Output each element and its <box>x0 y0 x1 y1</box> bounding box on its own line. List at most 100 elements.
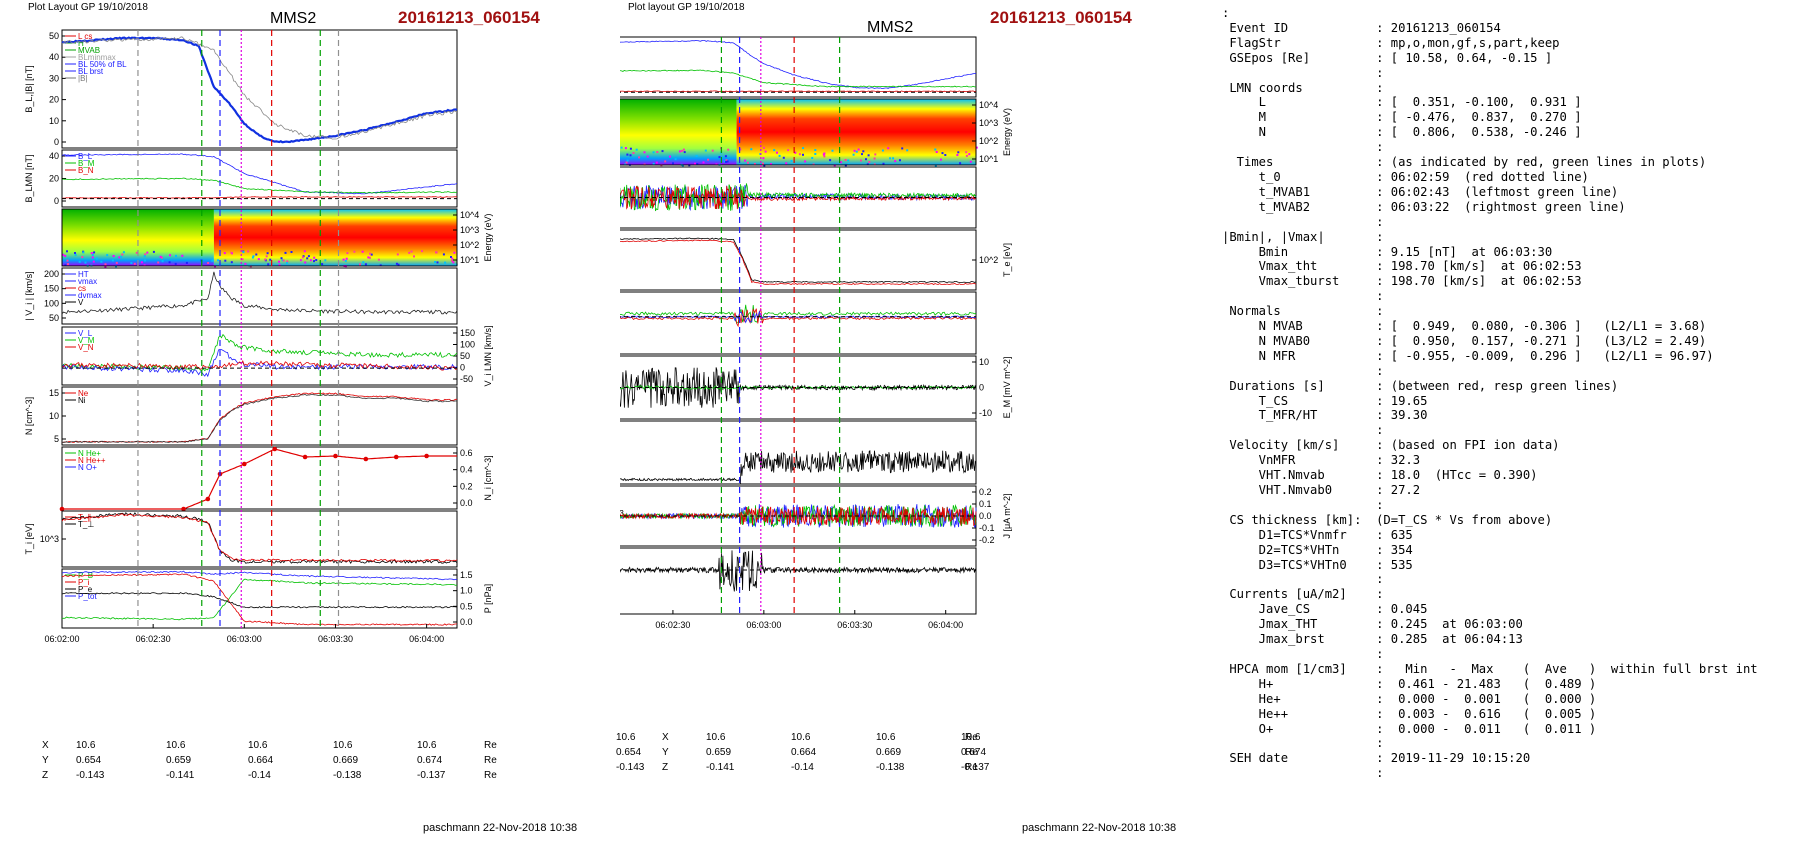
info-line: Vmax_tburst : 198.70 [km/s] at 06:02:53 <box>1222 274 1582 289</box>
position-value: 0.669 <box>876 747 902 758</box>
spectrogram-noise <box>140 261 143 264</box>
position-value: 0.659 <box>166 755 192 766</box>
data-trace <box>620 504 977 528</box>
plot-footer: paschmann 22-Nov-2018 10:38 <box>423 822 578 834</box>
data-point <box>59 506 65 512</box>
spectrogram-noise <box>281 259 284 262</box>
tick-label: 0 <box>54 137 59 147</box>
axis-label: V_i LMN [km/s] <box>483 325 493 386</box>
spectrogram-noise <box>956 154 959 156</box>
position-value: 0.674 <box>961 747 987 758</box>
spectrogram-noise <box>790 160 793 162</box>
data-trace <box>620 506 977 527</box>
spectrogram-noise <box>444 261 447 264</box>
legend-label: T_∥ <box>78 513 91 522</box>
spectrogram-noise <box>629 147 632 150</box>
legend-label: HT <box>78 270 89 279</box>
spectrogram-noise <box>798 153 801 156</box>
spectrogram-noise <box>868 161 871 163</box>
spectrogram-noise <box>143 255 146 258</box>
legend-label: N He+ <box>78 449 101 458</box>
spectrogram-pre <box>620 99 737 165</box>
legend-label: N He++ <box>78 456 106 465</box>
position-row-name: Z <box>42 770 49 781</box>
spectrogram-noise <box>906 149 909 152</box>
legend-label: J max3 <box>620 509 624 518</box>
spectrogram-noise <box>723 160 726 163</box>
info-line: O+ : 0.000 - 0.011 ( 0.011 ) <box>1222 721 1597 736</box>
spectrogram-noise <box>853 149 856 152</box>
spectrogram-noise <box>625 161 628 164</box>
spectrogram-noise <box>811 157 814 159</box>
position-row-name: X <box>42 740 49 751</box>
data-trace <box>620 90 977 93</box>
spectrogram-noise <box>451 257 454 260</box>
spectrogram-noise <box>944 154 947 156</box>
position-row-name: X <box>662 732 669 743</box>
info-line: Event ID : 20161213_060154 <box>1222 20 1501 35</box>
data-point <box>424 453 429 459</box>
spectrogram-noise <box>284 251 287 254</box>
spectrogram-noise <box>244 262 247 265</box>
spectrogram-noise <box>100 260 103 263</box>
plot-panel: 0.20.10.0-0.1-0.2J [μA m^-2]J_LJ_MJ_NJ m… <box>620 485 1012 547</box>
panel-frame <box>620 98 977 166</box>
spectrogram-noise <box>159 255 162 258</box>
spectrogram-noise <box>626 153 629 156</box>
spectrogram-noise <box>672 162 674 165</box>
spectrogram-noise <box>146 251 149 254</box>
info-line: : <box>1222 736 1384 751</box>
spectrogram-noise <box>265 255 268 258</box>
spectrogram-noise <box>278 264 281 267</box>
tick-label: 10^4 <box>460 210 479 220</box>
info-line: D2=TCS*VHTn : 354 <box>1222 542 1413 557</box>
data-point <box>393 454 399 460</box>
x-tick-label: 06:03:30 <box>837 620 872 630</box>
spectrogram-noise <box>638 156 641 159</box>
spectrogram-noise <box>144 253 147 256</box>
x-tick-label: 06:02:00 <box>44 634 79 644</box>
data-trace <box>61 271 458 315</box>
spectrogram-noise <box>901 147 904 150</box>
position-unit: Re <box>484 770 497 781</box>
x-tick-label: 06:02:30 <box>136 634 171 644</box>
data-trace <box>61 348 458 378</box>
spectrogram-noise <box>115 261 118 264</box>
plot-panel: 0.20.0-0.2-0.4J*E' [nW m^-3]J*E' <box>620 547 977 615</box>
info-line: |Bmin|, |Vmax| : <box>1222 229 1384 244</box>
spectrogram-noise <box>940 158 942 161</box>
tick-label: 50 <box>49 31 59 41</box>
spectrogram-noise <box>82 251 85 254</box>
tick-label: -0.2 <box>979 535 995 545</box>
spectrogram-noise <box>67 263 69 266</box>
spectrogram-noise <box>321 263 324 266</box>
legend-label: |B| <box>78 74 88 83</box>
position-row-name: Y <box>42 755 49 766</box>
legend-label: B_M <box>78 159 95 168</box>
info-line: : <box>1222 65 1384 80</box>
spectrogram-noise <box>313 260 315 263</box>
data-trace <box>620 237 977 283</box>
spectrogram-noise <box>396 253 399 256</box>
legend-label: P_i <box>78 578 90 587</box>
position-unit: Re <box>484 740 497 751</box>
spectrogram-noise <box>678 150 681 153</box>
panel-frame <box>61 568 458 629</box>
position-unit: Re <box>484 755 497 766</box>
spectrogram-noise <box>887 147 890 150</box>
spectrogram-noise <box>120 255 123 258</box>
spectrogram-noise <box>217 259 219 262</box>
spectrogram-noise <box>368 256 371 259</box>
axis-label: P [nPa] <box>483 584 493 613</box>
spectrogram-noise <box>881 149 884 152</box>
data-trace <box>61 573 458 626</box>
spectrogram-noise <box>353 250 356 253</box>
tick-label: 10 <box>979 357 989 367</box>
spectrogram-pre <box>62 209 214 266</box>
spectrogram-noise <box>453 251 456 254</box>
position-value: 10.6 <box>961 732 981 743</box>
tick-label: 10^1 <box>460 255 479 265</box>
